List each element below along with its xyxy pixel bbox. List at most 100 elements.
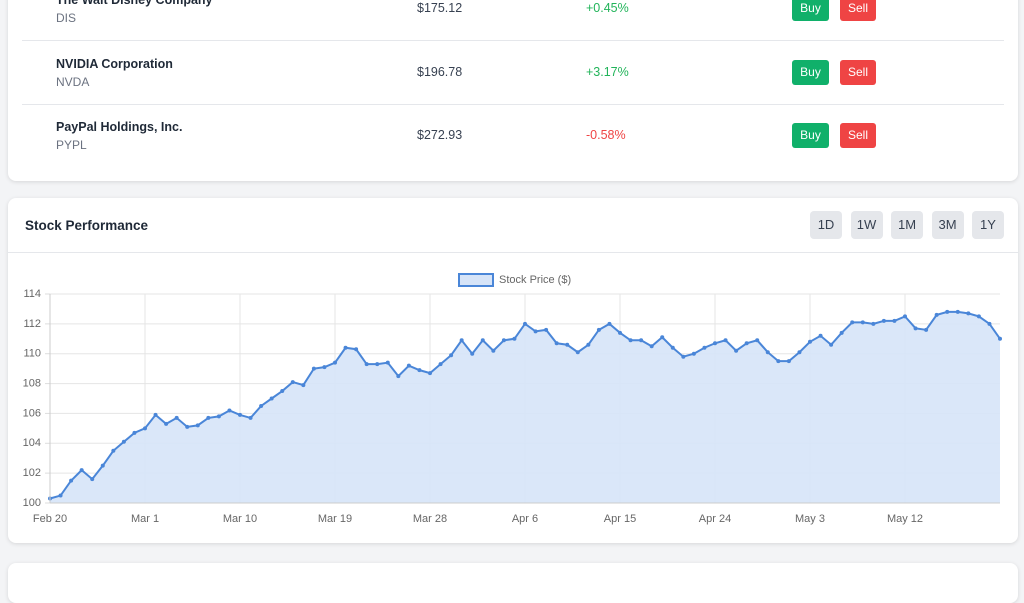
point xyxy=(850,320,855,325)
y-tick-label: 100 xyxy=(23,497,41,509)
point xyxy=(565,342,570,347)
point xyxy=(301,383,306,388)
point xyxy=(913,326,918,331)
point xyxy=(121,439,126,444)
range-button[interactable]: 1W xyxy=(850,211,883,239)
x-tick-label: Mar 1 xyxy=(131,513,159,525)
company-name: PayPal Holdings, Inc. xyxy=(56,120,183,134)
point xyxy=(976,314,981,319)
point xyxy=(723,338,728,343)
point xyxy=(966,311,971,316)
x-tick-label: May 3 xyxy=(795,513,825,525)
point xyxy=(586,342,591,347)
legend-swatch xyxy=(458,273,494,287)
stock-row: PayPal Holdings, Inc. PYPL $272.93 -0.58% Bu… xyxy=(22,104,1004,167)
y-tick-label: 102 xyxy=(23,467,41,479)
point xyxy=(523,321,527,326)
point xyxy=(111,448,116,453)
point xyxy=(90,477,95,482)
point xyxy=(343,345,348,350)
y-tick-label: 114 xyxy=(23,288,41,300)
sell-button[interactable]: Sell xyxy=(840,0,876,21)
stock-row: The Walt Disney Company DIS $175.12 +0.45% B… xyxy=(22,0,1004,41)
point xyxy=(69,478,74,483)
point xyxy=(987,321,992,326)
point xyxy=(206,415,211,420)
sell-button[interactable]: Sell xyxy=(840,59,876,85)
x-tick-label: Mar 19 xyxy=(318,513,352,525)
point xyxy=(575,350,580,355)
x-tick-label: Apr 6 xyxy=(512,513,538,525)
point xyxy=(311,366,316,371)
change: -0.58% xyxy=(586,128,626,142)
point xyxy=(702,345,707,350)
range-button[interactable]: 3M xyxy=(931,211,964,239)
ticker-symbol: PYPL xyxy=(56,138,87,152)
y-tick-label: 106 xyxy=(23,407,41,419)
chart: 100 102 104 106 108 110 112 114 Feb 20 Mar 1 Mar 1… xyxy=(23,273,1002,525)
company-name: NVIDIA Corporation xyxy=(56,56,173,71)
x-tick-label: Mar 28 xyxy=(413,513,447,525)
price: $175.12 xyxy=(417,1,463,15)
point xyxy=(174,415,179,420)
point xyxy=(881,318,886,323)
change: +0.45% xyxy=(586,1,629,15)
buy-button[interactable]: Buy xyxy=(792,0,829,21)
point xyxy=(713,341,717,346)
point xyxy=(955,309,960,314)
buy-button[interactable]: Buy xyxy=(792,123,829,148)
point xyxy=(259,403,264,408)
point xyxy=(744,341,749,346)
point xyxy=(839,330,844,335)
point xyxy=(544,327,549,332)
point xyxy=(248,415,253,420)
point xyxy=(417,368,422,373)
point xyxy=(396,374,401,379)
point xyxy=(480,338,485,343)
point xyxy=(755,338,760,343)
point xyxy=(998,336,1002,341)
point xyxy=(512,336,517,341)
point xyxy=(375,362,380,367)
point xyxy=(438,362,443,367)
point xyxy=(333,360,337,365)
price: $272.93 xyxy=(417,128,463,142)
point xyxy=(491,348,496,353)
point xyxy=(892,318,897,323)
sell-button[interactable]: Sell xyxy=(840,123,876,148)
point xyxy=(818,333,823,338)
x-tick-label: Mar 10 xyxy=(223,513,257,525)
point xyxy=(238,412,242,417)
company-name: The Walt Disney Company xyxy=(56,0,213,7)
point xyxy=(406,363,411,368)
x-tick-label: May 12 xyxy=(887,513,923,525)
point xyxy=(449,353,454,358)
point xyxy=(58,493,63,498)
price: $196.78 xyxy=(417,64,463,79)
point xyxy=(470,351,475,356)
buy-button[interactable]: Buy xyxy=(792,59,829,85)
point xyxy=(945,309,950,314)
range-button[interactable]: 1Y xyxy=(972,211,1004,239)
point xyxy=(290,380,295,385)
section-title: Stock Performance xyxy=(25,218,149,233)
point xyxy=(554,341,559,346)
point xyxy=(829,342,834,347)
range-button[interactable]: 1M xyxy=(891,211,923,239)
y-tick-label: 108 xyxy=(23,377,41,389)
point xyxy=(691,351,696,356)
point xyxy=(765,350,770,355)
point xyxy=(607,321,612,326)
point xyxy=(385,360,390,365)
range-button[interactable]: 1D xyxy=(810,211,842,239)
x-tick-label: Apr 24 xyxy=(699,513,731,525)
point xyxy=(734,348,739,353)
point xyxy=(808,339,812,344)
y-tick-label: 112 xyxy=(23,318,41,330)
x-tick-label: Feb 20 xyxy=(33,513,67,525)
point xyxy=(428,371,432,376)
point xyxy=(670,345,675,350)
point xyxy=(618,330,622,335)
point xyxy=(649,344,654,349)
point xyxy=(797,350,802,355)
